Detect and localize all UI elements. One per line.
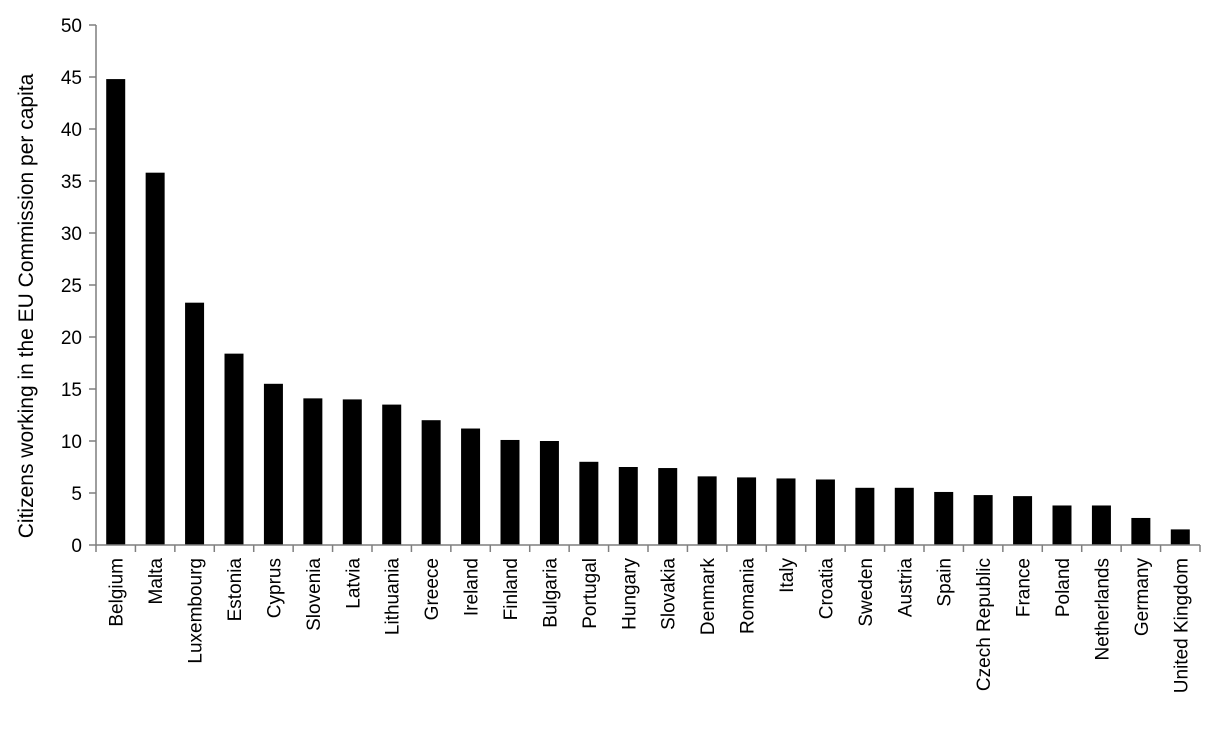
y-tick-label: 30 <box>61 224 82 245</box>
bar-ireland <box>461 428 481 545</box>
y-tick-label: 5 <box>71 484 82 505</box>
bar-united-kingdom <box>1170 529 1190 545</box>
bar-malta <box>145 172 165 545</box>
bar-bulgaria <box>539 441 559 545</box>
category-label: Bulgaria <box>540 558 561 628</box>
category-label: Austria <box>895 558 916 618</box>
y-tick-label: 10 <box>61 432 82 453</box>
bar-netherlands <box>1091 505 1111 545</box>
y-tick-label: 20 <box>61 328 82 349</box>
category-label: Italy <box>777 558 798 593</box>
bar-romania <box>737 477 757 545</box>
bar-czech-republic <box>973 495 993 545</box>
bar-greece <box>421 420 441 545</box>
bar-poland <box>1052 505 1072 545</box>
bar-slovenia <box>303 398 323 545</box>
category-label: Malta <box>146 558 167 605</box>
category-label: Sweden <box>856 558 877 627</box>
bar-slovakia <box>658 468 678 545</box>
bar-germany <box>1131 517 1151 545</box>
category-label: Greece <box>422 558 443 620</box>
bar-finland <box>500 439 520 545</box>
category-label: Romania <box>738 558 759 634</box>
bar-belgium <box>106 79 126 545</box>
category-label: Germany <box>1132 558 1153 637</box>
category-label: Poland <box>1053 558 1074 617</box>
y-axis-ticks: 0 5 10 15 20 25 30 35 40 45 50 <box>61 16 96 557</box>
bar-sweden <box>855 487 875 545</box>
bar-estonia <box>224 353 244 545</box>
y-tick-label: 45 <box>61 68 82 89</box>
bar-france <box>1013 496 1033 545</box>
bars <box>106 79 1190 545</box>
bar-croatia <box>815 479 835 545</box>
category-label: Latvia <box>343 558 364 609</box>
category-label: Czech Republic <box>974 558 995 691</box>
category-label: Netherlands <box>1092 558 1113 660</box>
bar-austria <box>894 487 914 545</box>
bar-cyprus <box>263 383 283 545</box>
category-label: Lithuania <box>383 558 404 636</box>
category-label: United Kingdom <box>1171 558 1192 693</box>
bar-portugal <box>579 461 599 545</box>
y-tick-label: 15 <box>61 380 82 401</box>
bar-italy <box>776 478 796 545</box>
category-label: Croatia <box>816 558 837 620</box>
category-label: Spain <box>935 558 956 607</box>
category-label: Estonia <box>225 558 246 622</box>
bar-latvia <box>342 399 362 545</box>
bar-denmark <box>697 476 717 545</box>
y-tick-label: 25 <box>61 276 82 297</box>
category-label: Ireland <box>462 558 483 616</box>
category-labels: Belgium Malta Luxembourg Estonia Cyprus Slove… <box>107 558 1193 694</box>
category-label: Luxembourg <box>186 558 207 664</box>
bar-lithuania <box>382 404 402 545</box>
category-label: Belgium <box>107 558 128 627</box>
bar-hungary <box>618 467 638 545</box>
category-label: Slovenia <box>304 558 325 631</box>
y-tick-label: 40 <box>61 120 82 141</box>
category-label: France <box>1014 558 1035 617</box>
y-tick-label: 35 <box>61 172 82 193</box>
category-label: Denmark <box>698 558 719 636</box>
y-axis-label: Citizens working in the EU Commission pe… <box>15 73 38 538</box>
category-label: Portugal <box>580 558 601 629</box>
bar-luxembourg <box>185 302 205 545</box>
x-axis-ticks <box>95 545 1201 552</box>
category-label: Hungary <box>619 558 640 630</box>
bar-spain <box>934 491 954 545</box>
category-label: Cyprus <box>264 558 285 618</box>
category-label: Slovakia <box>659 558 680 630</box>
y-tick-label: 0 <box>71 536 82 557</box>
category-label: Finland <box>501 558 522 620</box>
y-tick-label: 50 <box>61 16 82 37</box>
